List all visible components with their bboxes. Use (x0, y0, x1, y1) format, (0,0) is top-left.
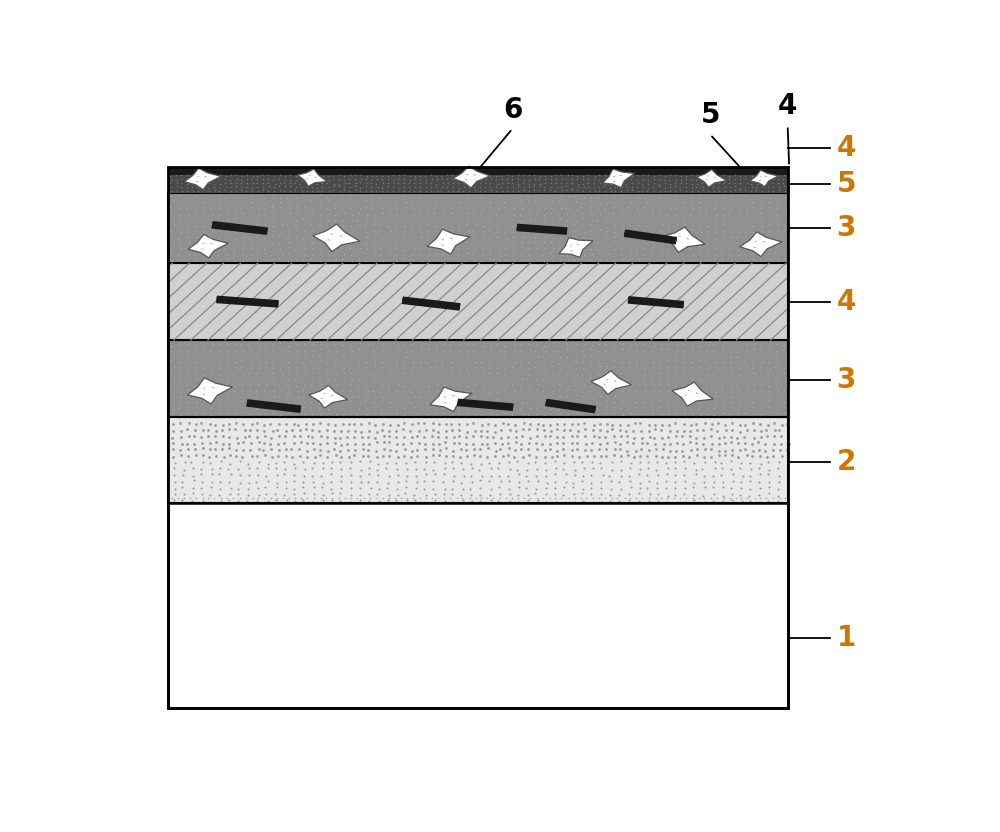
Polygon shape (672, 382, 713, 406)
Polygon shape (603, 169, 635, 188)
Bar (168, 340, 788, 417)
Bar (168, 417, 788, 503)
Bar (168, 167, 788, 176)
Polygon shape (313, 224, 360, 251)
Bar (168, 503, 788, 709)
Bar (168, 417, 788, 503)
Polygon shape (188, 235, 228, 258)
Polygon shape (430, 387, 472, 412)
Polygon shape (662, 227, 705, 252)
Polygon shape (309, 385, 348, 408)
Polygon shape (298, 169, 327, 186)
Polygon shape (427, 229, 470, 254)
Bar (168, 176, 788, 193)
Polygon shape (559, 238, 593, 257)
Text: 4: 4 (836, 134, 856, 162)
Bar (168, 263, 788, 340)
Text: 3: 3 (836, 214, 856, 242)
Text: 2: 2 (836, 448, 856, 476)
Polygon shape (696, 170, 727, 187)
Text: 6: 6 (503, 96, 522, 123)
Bar (168, 193, 788, 263)
Bar (168, 167, 788, 709)
Polygon shape (750, 170, 778, 186)
Text: 5: 5 (836, 171, 856, 198)
Polygon shape (453, 166, 490, 188)
Text: 4: 4 (778, 92, 797, 121)
Polygon shape (184, 168, 221, 190)
Text: 5: 5 (700, 102, 720, 129)
Polygon shape (740, 232, 782, 256)
Text: 1: 1 (836, 624, 856, 652)
Text: 3: 3 (836, 366, 856, 394)
Polygon shape (187, 378, 232, 404)
Polygon shape (591, 371, 632, 394)
Text: 4: 4 (836, 288, 856, 315)
